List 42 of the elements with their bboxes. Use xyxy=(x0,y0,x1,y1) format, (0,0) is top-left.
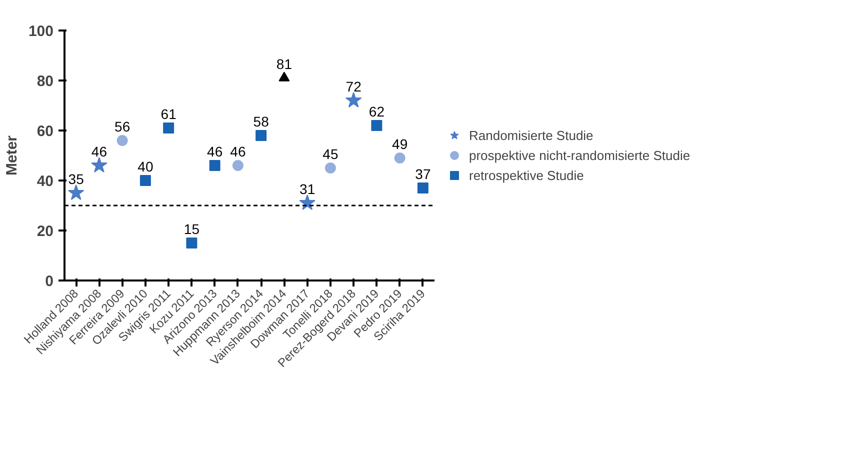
point xyxy=(186,238,198,248)
data-label: 49 xyxy=(392,136,408,152)
data-label: 61 xyxy=(160,106,177,122)
point xyxy=(116,135,128,146)
data-label: 72 xyxy=(346,78,362,94)
data-label: 31 xyxy=(300,181,316,197)
point xyxy=(299,194,316,210)
y-tick-label: 20 xyxy=(36,223,54,240)
data-label: 37 xyxy=(415,166,431,182)
point xyxy=(371,120,382,131)
data-label: 46 xyxy=(230,144,246,160)
data-label: 56 xyxy=(114,118,130,134)
point xyxy=(163,122,174,134)
legend-label: retrospektive Studie xyxy=(469,168,584,182)
data-label: 62 xyxy=(368,104,385,120)
y-tick-label: 0 xyxy=(45,273,54,290)
point xyxy=(394,152,406,164)
data-label: 35 xyxy=(68,171,84,187)
y-axis-title: Meter xyxy=(3,135,20,176)
data-label: 15 xyxy=(184,221,200,237)
data-label: 58 xyxy=(253,114,270,130)
point xyxy=(417,182,428,194)
point xyxy=(140,175,151,186)
point xyxy=(68,184,84,200)
data-label: 45 xyxy=(322,146,338,162)
point xyxy=(209,160,220,171)
legend-label: prospektive nicht-randomisierte Studie xyxy=(469,148,690,162)
data-label: 46 xyxy=(207,144,223,160)
data-label: 81 xyxy=(276,56,292,72)
point xyxy=(256,130,267,141)
y-tick-label: 100 xyxy=(28,23,54,40)
point xyxy=(324,162,336,174)
y-tick-label: 60 xyxy=(36,123,54,140)
y-tick-label: 40 xyxy=(36,173,54,190)
data-label: 46 xyxy=(91,144,108,160)
point xyxy=(232,160,244,171)
y-tick-label: 80 xyxy=(36,73,54,90)
point xyxy=(278,72,290,82)
data-label: 40 xyxy=(138,158,154,174)
point xyxy=(91,157,108,172)
point xyxy=(345,92,362,108)
legend-label: Randomisierte Studie xyxy=(469,128,594,142)
